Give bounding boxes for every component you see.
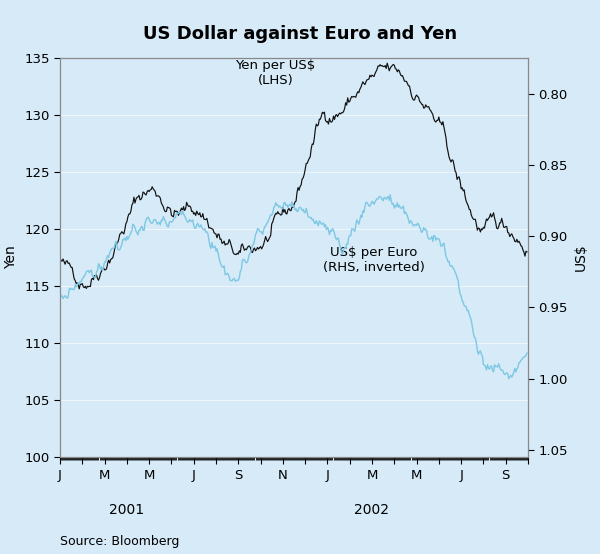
Text: Source: Bloomberg: Source: Bloomberg	[60, 536, 179, 548]
Text: US$ per Euro
(RHS, inverted): US$ per Euro (RHS, inverted)	[323, 246, 424, 274]
Text: Yen per US$
(LHS): Yen per US$ (LHS)	[235, 59, 316, 86]
Text: US Dollar against Euro and Yen: US Dollar against Euro and Yen	[143, 25, 457, 43]
Text: 2001: 2001	[109, 503, 145, 517]
Text: 2002: 2002	[355, 503, 389, 517]
Y-axis label: US$: US$	[574, 244, 587, 271]
Y-axis label: Yen: Yen	[5, 246, 19, 269]
